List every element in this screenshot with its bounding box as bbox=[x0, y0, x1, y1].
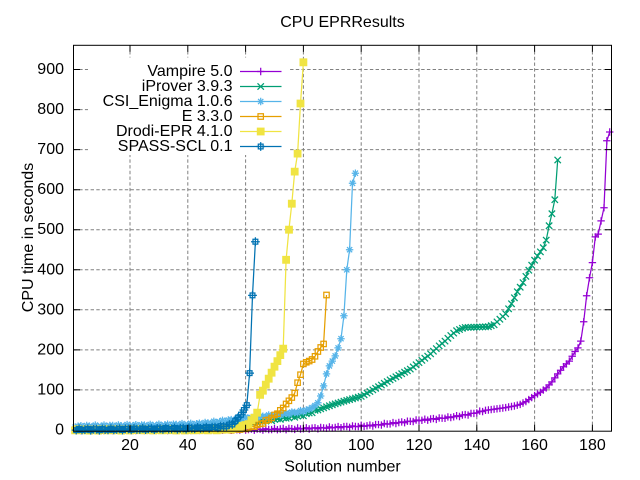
svg-text:800: 800 bbox=[37, 101, 64, 118]
svg-text:100: 100 bbox=[348, 437, 375, 454]
svg-text:500: 500 bbox=[37, 221, 64, 238]
svg-text:300: 300 bbox=[37, 301, 64, 318]
svg-text:Drodi-EPR 4.1.0: Drodi-EPR 4.1.0 bbox=[116, 123, 233, 140]
svg-text:Solution number: Solution number bbox=[284, 459, 401, 476]
svg-text:SPASS-SCL 0.1: SPASS-SCL 0.1 bbox=[118, 138, 233, 155]
svg-text:CPU EPRResults: CPU EPRResults bbox=[280, 14, 404, 31]
svg-text:160: 160 bbox=[521, 437, 548, 454]
svg-text:iProver 3.9.3: iProver 3.9.3 bbox=[142, 78, 233, 95]
svg-text:900: 900 bbox=[37, 61, 64, 78]
svg-text:CSI_Enigma 1.0.6: CSI_Enigma 1.0.6 bbox=[103, 93, 233, 110]
svg-text:Vampire 5.0: Vampire 5.0 bbox=[147, 63, 232, 80]
svg-text:80: 80 bbox=[295, 437, 313, 454]
svg-text:180: 180 bbox=[579, 437, 606, 454]
svg-text:40: 40 bbox=[179, 437, 197, 454]
svg-text:200: 200 bbox=[37, 341, 64, 358]
svg-text:20: 20 bbox=[121, 437, 139, 454]
svg-text:60: 60 bbox=[237, 437, 255, 454]
svg-text:400: 400 bbox=[37, 261, 64, 278]
svg-text:CPU time in seconds: CPU time in seconds bbox=[20, 163, 37, 312]
svg-text:140: 140 bbox=[463, 437, 490, 454]
svg-text:100: 100 bbox=[37, 381, 64, 398]
svg-text:E 3.3.0: E 3.3.0 bbox=[182, 108, 233, 125]
svg-text:120: 120 bbox=[406, 437, 433, 454]
svg-text:700: 700 bbox=[37, 141, 64, 158]
svg-text:0: 0 bbox=[55, 422, 64, 439]
svg-text:600: 600 bbox=[37, 181, 64, 198]
